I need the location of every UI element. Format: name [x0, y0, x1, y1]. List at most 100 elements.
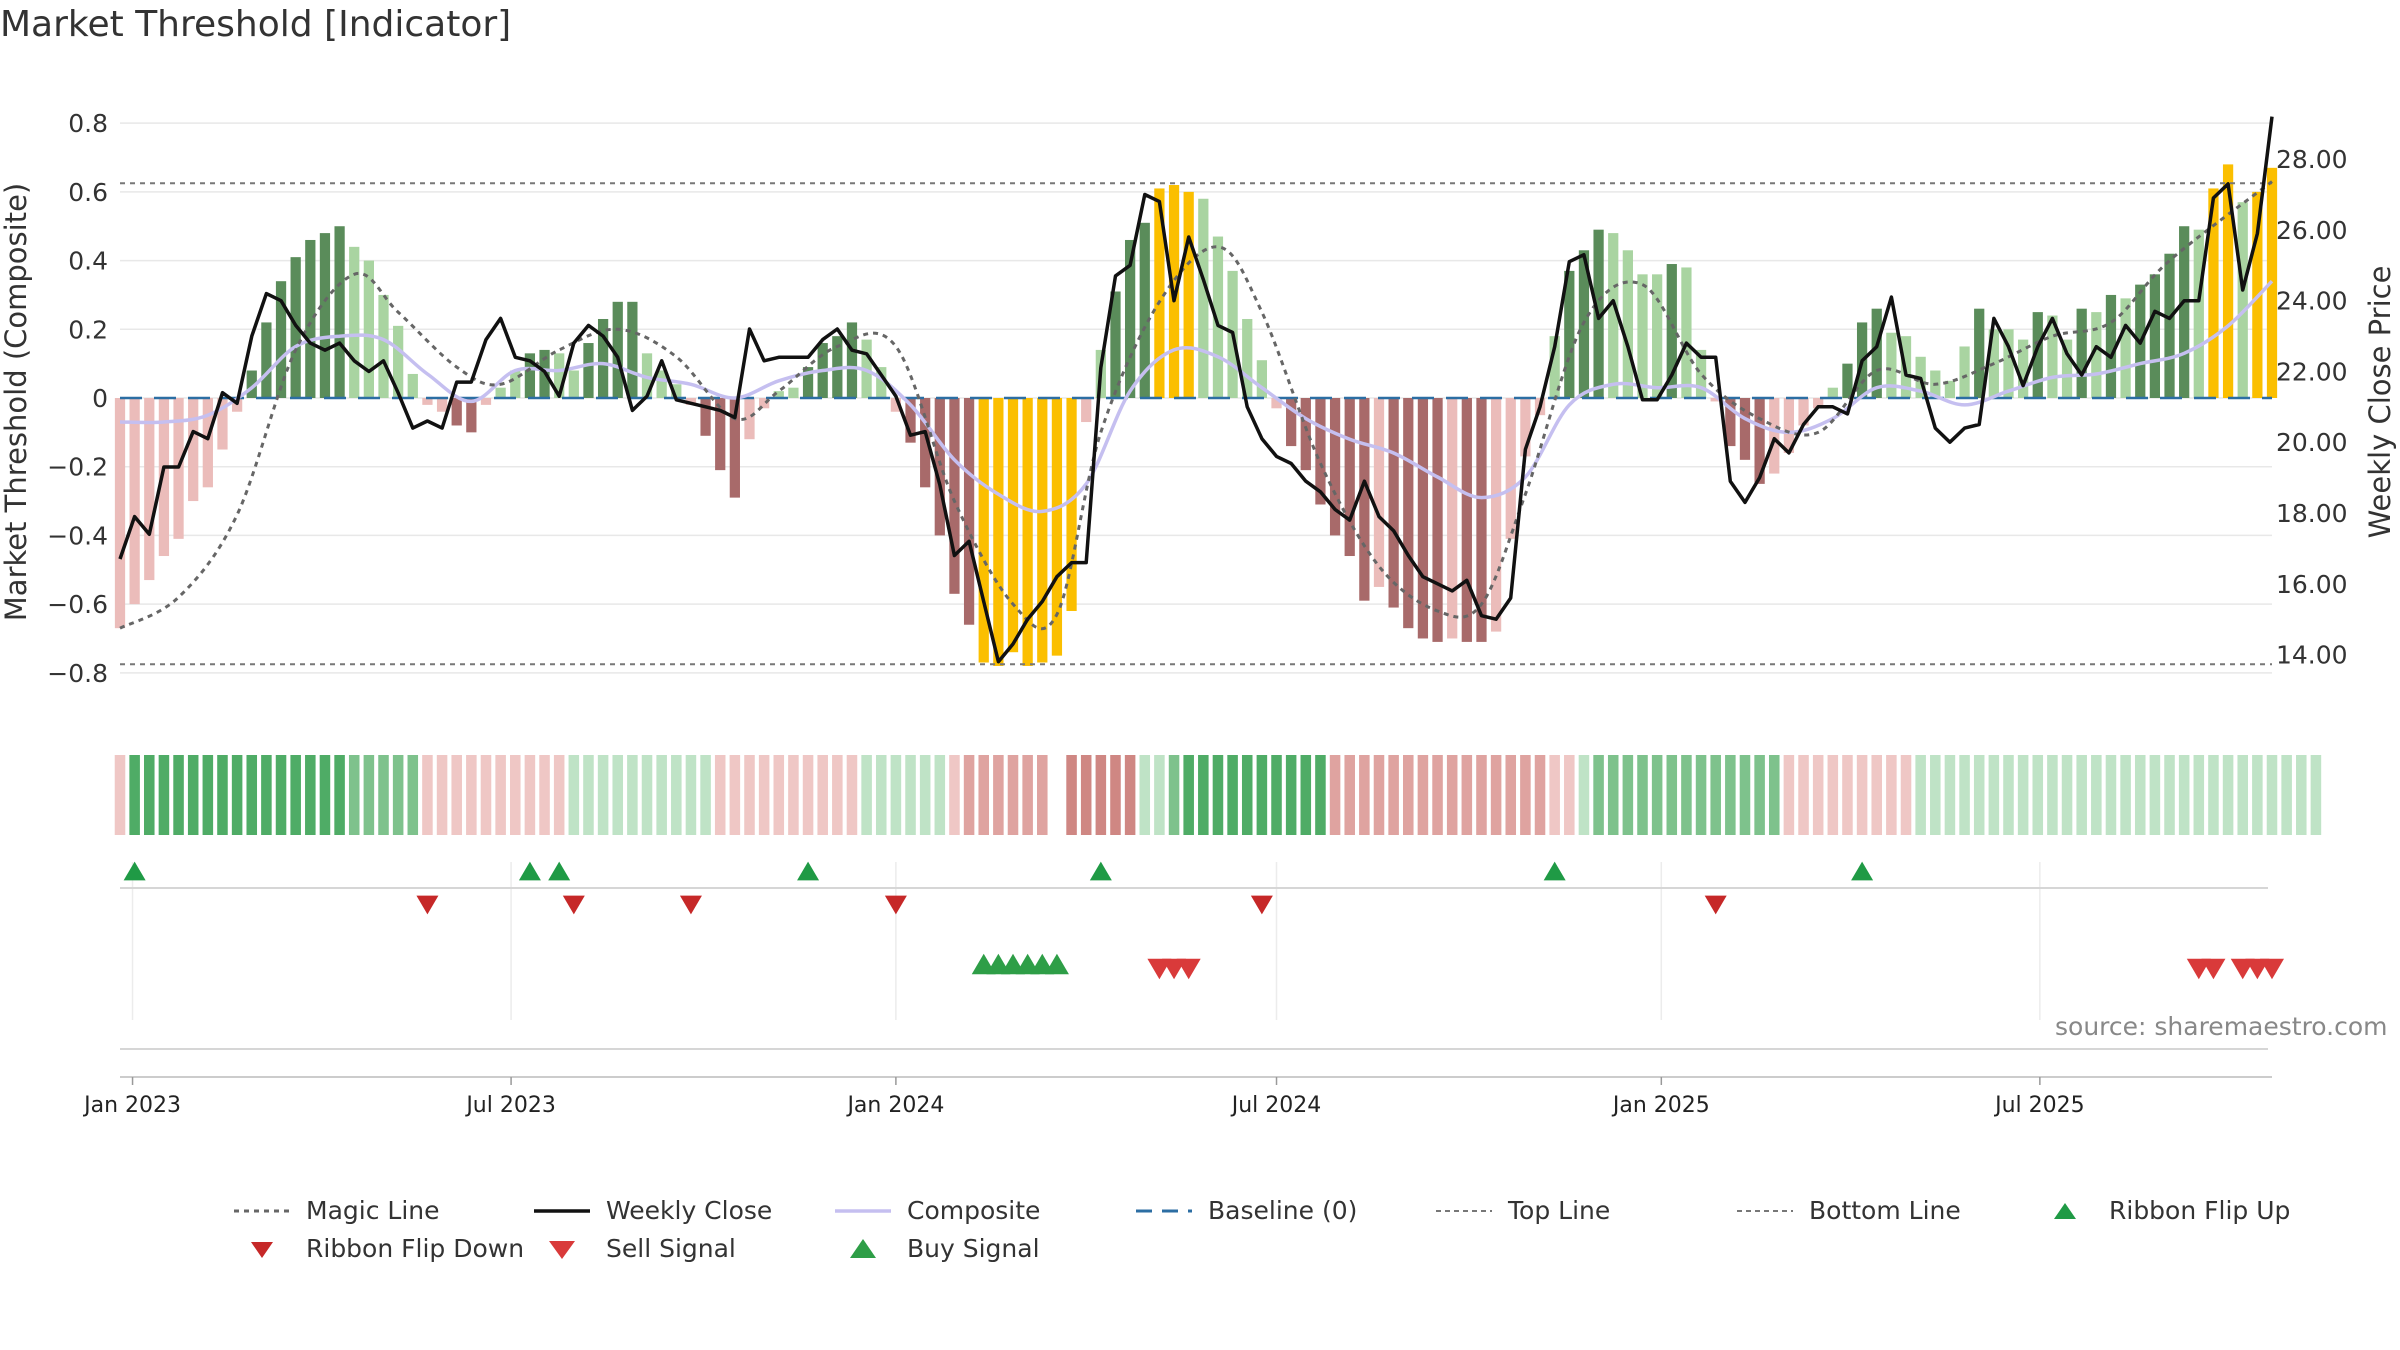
composite-bar: [319, 233, 331, 398]
ribbon-cell: [788, 755, 799, 835]
composite-bar: [963, 398, 975, 625]
ribbon-cell: [2208, 755, 2219, 835]
sell-signal-marker: [2260, 958, 2284, 980]
composite-bar: [1652, 274, 1663, 398]
ribbon-cell: [2061, 755, 2073, 835]
composite-bar: [1139, 222, 1150, 398]
composite-bar: [2193, 229, 2204, 398]
composite-bar: [1637, 274, 1648, 398]
composite-bar: [890, 398, 902, 412]
composite-bar: [1051, 398, 1063, 656]
ribbon-cell: [495, 755, 506, 835]
ribbon-cell: [1359, 755, 1370, 835]
composite-bar: [2076, 308, 2087, 398]
composite-bar: [978, 398, 989, 663]
ribbon-cell: [129, 755, 140, 835]
ribbon-cell: [832, 755, 843, 835]
composite-bar: [436, 398, 448, 412]
ribbon-cell: [1007, 755, 1019, 835]
composite-bar: [1461, 398, 1472, 642]
ribbon-flip-down-marker: [679, 895, 702, 915]
composite-bar: [1813, 398, 1824, 409]
ribbon-cell: [1783, 755, 1795, 835]
ribbon-cell: [158, 755, 170, 835]
ribbon-cell: [1842, 755, 1853, 835]
ribbon-cell: [436, 755, 448, 835]
composite-bar: [1827, 387, 1838, 398]
composite-bar: [1198, 198, 1209, 398]
composite-bar: [1066, 398, 1077, 611]
ribbon-cell: [334, 755, 345, 835]
legend-item-buy: Buy Signal: [833, 1234, 1040, 1263]
x-tick-label: Jan 2024: [845, 1093, 944, 1118]
legend-label: Ribbon Flip Up: [2109, 1196, 2291, 1225]
legend-item-close: Weekly Close: [532, 1196, 772, 1225]
composite-bar: [1505, 398, 1516, 539]
composite-bar: [1564, 270, 1575, 398]
composite-bar: [1769, 398, 1780, 474]
ribbon-cell: [627, 755, 638, 835]
composite-bar: [1081, 398, 1092, 423]
ribbon-cell: [2281, 755, 2292, 835]
composite-bar: [759, 398, 770, 409]
ribbon-cell: [1710, 755, 1721, 835]
ribbon-cell: [949, 755, 960, 835]
legend-item-flipdown: Ribbon Flip Down: [232, 1234, 524, 1263]
ribbon-cell: [524, 755, 536, 835]
ribbon-cell: [217, 755, 228, 835]
composite-bar: [876, 367, 887, 398]
ribbon-cell: [144, 755, 155, 835]
ribbon-flip-down-marker: [562, 895, 585, 915]
ribbon-cell: [348, 755, 360, 835]
composite-bar: [2061, 339, 2073, 398]
ribbon-cell: [1110, 755, 1121, 835]
ribbon-cell: [744, 755, 755, 835]
ribbon-cell: [905, 755, 916, 835]
magic-line: [119, 180, 2273, 631]
ribbon-cell: [2134, 755, 2146, 835]
y2-tick-label: 22.00: [2276, 357, 2348, 386]
composite-bar: [2164, 253, 2175, 398]
legend-swatch-flipup: [2054, 1202, 2076, 1219]
ribbon-cell: [1768, 755, 1780, 835]
ribbon-cell: [1124, 755, 1136, 835]
composite-bar: [1315, 398, 1326, 505]
legend-label: Ribbon Flip Down: [306, 1234, 525, 1263]
composite-bar: [1212, 236, 1224, 398]
composite-bar: [1183, 191, 1194, 398]
ribbon-flip-up-marker: [548, 861, 571, 881]
ribbon-cell: [1212, 755, 1224, 835]
ribbon-cell: [1695, 755, 1707, 835]
ribbon-cell: [861, 755, 872, 835]
ribbon-cell: [773, 755, 785, 835]
composite-bar: [1417, 398, 1429, 639]
ribbon-cell: [363, 755, 375, 835]
composite-bar: [1739, 398, 1751, 460]
composite-bar: [2120, 298, 2131, 398]
composite-bar: [2003, 329, 2014, 398]
composite-bar: [1242, 318, 1253, 398]
y-tick-label: 0.2: [68, 315, 108, 344]
ribbon-cell: [1593, 755, 1604, 835]
composite-bar: [700, 398, 711, 436]
legend-label: Sell Signal: [606, 1234, 736, 1263]
ribbon-cell: [1227, 755, 1238, 835]
composite-bar: [949, 398, 960, 594]
ribbon-cell: [2149, 755, 2161, 835]
composite-bar: [934, 398, 945, 536]
ribbon-flip-up-marker: [518, 861, 541, 881]
legend-swatch-close: [534, 1208, 590, 1213]
composite-bar: [202, 398, 213, 488]
sell-signal-marker: [1176, 958, 1201, 980]
ribbon-cell: [612, 755, 624, 835]
composite-bar: [1520, 398, 1531, 457]
ribbon-cell: [378, 755, 389, 835]
composite-bar: [993, 398, 1004, 666]
composite-bar: [1300, 398, 1311, 471]
x-tick-label: Jan 2023: [82, 1093, 181, 1118]
ribbon-cell: [729, 755, 741, 835]
composite-bar: [1432, 398, 1443, 642]
composite-bar: [1608, 233, 1619, 398]
ribbon-cell: [1973, 755, 1985, 835]
